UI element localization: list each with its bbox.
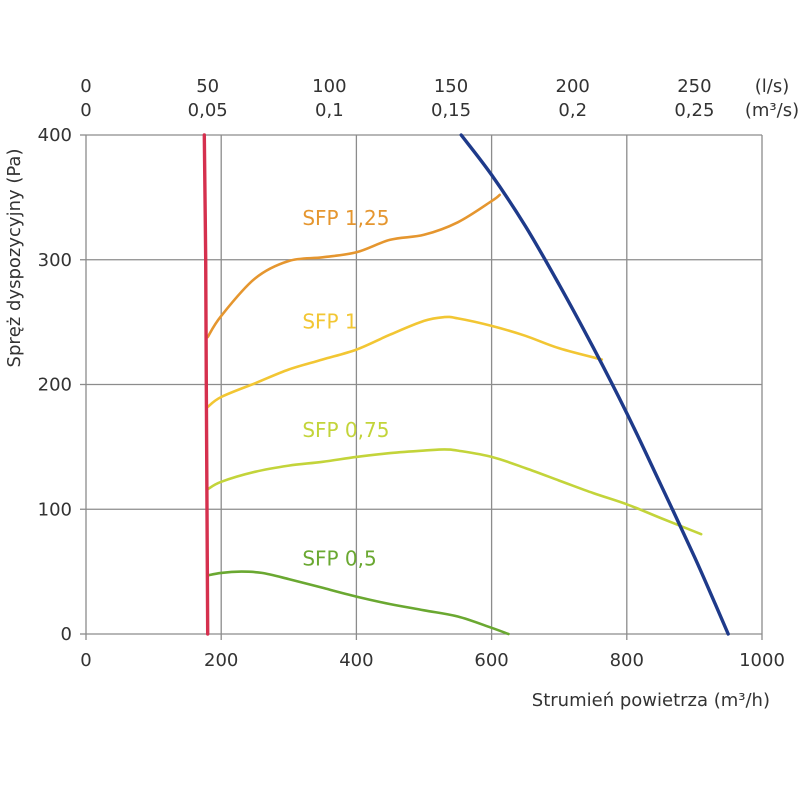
y-tick-labels: 0 100 200 300 400 [38,125,72,645]
series-max-curve [459,133,730,636]
series-group [202,133,730,636]
x-axis-title: Strumień powietrza (m³/h) [532,690,770,711]
top-tick-label-m3s: 0,1 [315,100,344,121]
y-axis-title: Spręż dyspozycyjny (Pa) [4,149,25,368]
top-tick-label-ls: 50 [196,76,219,97]
series-sfp-1-25 [206,193,501,339]
top-tick-label-ls: 200 [556,76,590,97]
y-tick-label: 400 [38,125,72,146]
label-sfp-0-5: SFP 0,5 [302,546,376,570]
top-tick-labels: 0 50 100 150 200 250 0 0,05 0,1 0,15 0,2 0,25 [80,76,714,121]
top-tick-label-m3s: 0 [80,100,91,121]
top-unit-ls: (l/s) [755,76,790,97]
top-tick-label-ls: 100 [312,76,346,97]
y-tick-label: 100 [38,499,72,520]
y-tick-label: 0 [61,624,72,645]
x-tick-label: 1000 [739,650,785,671]
label-sfp-1: SFP 1 [302,309,357,333]
y-tick-label: 300 [38,250,72,271]
top-tick-label-ls: 150 [434,76,468,97]
x-tick-labels: 0 200 400 600 800 1000 [80,650,785,671]
x-tick-label: 600 [474,650,508,671]
series-sfp-0-5 [206,570,510,636]
top-tick-label-m3s: 0,2 [558,100,587,121]
y-tick-label: 200 [38,375,72,396]
label-sfp-1-25: SFP 1,25 [302,206,389,230]
top-tick-label-m3s: 0,15 [431,100,471,121]
top-tick-label-m3s: 0,25 [674,100,714,121]
x-tick-label: 400 [339,650,373,671]
x-tick-label: 800 [610,650,644,671]
top-tick-label-ls: 0 [80,76,91,97]
series-labels: SFP 1,25 SFP 1 SFP 0,75 SFP 0,5 [302,206,389,571]
series-sfp-0-75 [206,448,703,536]
series-min-flow [202,133,210,636]
series-sfp-1 [206,315,604,409]
top-tick-label-ls: 250 [677,76,711,97]
top-unit-m3s: (m³/s) [745,100,799,121]
x-tick-label: 200 [204,650,238,671]
x-tick-label: 0 [80,650,91,671]
grid-lines [80,134,763,640]
top-tick-label-m3s: 0,05 [188,100,228,121]
label-sfp-0-75: SFP 0,75 [302,418,389,442]
